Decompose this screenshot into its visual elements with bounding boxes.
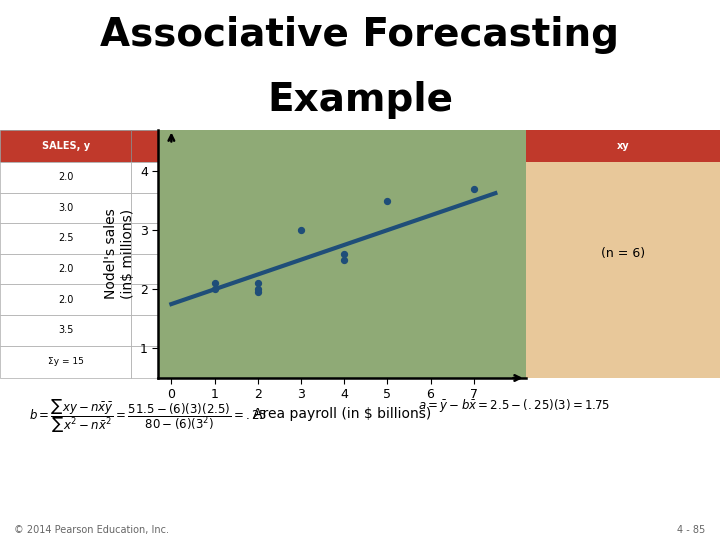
Text: 4 - 85: 4 - 85 — [678, 524, 706, 535]
Text: xy: xy — [616, 141, 629, 151]
FancyBboxPatch shape — [132, 193, 263, 223]
Point — [209, 285, 220, 294]
Text: 1: 1 — [194, 295, 200, 305]
Text: Σx² = 80: Σx² = 80 — [309, 357, 348, 366]
Text: 2.0: 2.0 — [452, 172, 467, 182]
Text: Example: Example — [267, 81, 453, 119]
Text: 9: 9 — [325, 203, 332, 213]
Text: (n = 6): (n = 6) — [600, 247, 645, 260]
Text: $b = \dfrac{\sum xy - n\bar{x}\bar{y}}{\sum x^2 - n\bar{x}^2} = \dfrac{51.5-(6)(: $b = \dfrac{\sum xy - n\bar{x}\bar{y}}{\… — [29, 397, 267, 435]
FancyBboxPatch shape — [263, 162, 395, 193]
Y-axis label: Nodel's sales
(in$ millions): Nodel's sales (in$ millions) — [104, 208, 135, 299]
Point — [295, 226, 307, 234]
FancyBboxPatch shape — [0, 162, 132, 193]
Text: 1: 1 — [325, 172, 332, 182]
FancyBboxPatch shape — [395, 346, 526, 378]
FancyBboxPatch shape — [263, 285, 395, 315]
Text: Σy = 15: Σy = 15 — [48, 357, 84, 366]
FancyBboxPatch shape — [526, 130, 720, 162]
FancyBboxPatch shape — [395, 315, 526, 346]
FancyBboxPatch shape — [0, 285, 132, 315]
Text: 2.0: 2.0 — [452, 295, 467, 305]
FancyBboxPatch shape — [132, 223, 263, 254]
Text: 1: 1 — [194, 172, 200, 182]
FancyBboxPatch shape — [395, 223, 526, 254]
FancyBboxPatch shape — [132, 162, 263, 193]
Text: 10.0: 10.0 — [449, 233, 471, 244]
Text: $a = \bar{y} - b\bar{x} = 2.5 - (.25)(3) = 1.75$: $a = \bar{y} - b\bar{x} = 2.5 - (.25)(3)… — [418, 397, 610, 414]
FancyBboxPatch shape — [526, 130, 720, 378]
Text: PAYROLL, x: PAYROLL, x — [166, 141, 228, 151]
FancyBboxPatch shape — [0, 315, 132, 346]
Point — [252, 285, 264, 294]
FancyBboxPatch shape — [263, 346, 395, 378]
Text: 2.5: 2.5 — [58, 233, 73, 244]
FancyBboxPatch shape — [132, 130, 263, 162]
FancyBboxPatch shape — [395, 254, 526, 285]
X-axis label: Area payroll (in $ billions): Area payroll (in $ billions) — [253, 407, 431, 421]
Text: Σxy = 51.5: Σxy = 51.5 — [435, 357, 485, 366]
Text: 24.5: 24.5 — [449, 326, 471, 335]
Text: 4.0: 4.0 — [452, 264, 467, 274]
FancyBboxPatch shape — [263, 315, 395, 346]
Point — [209, 279, 220, 288]
Text: 2: 2 — [194, 264, 200, 274]
FancyBboxPatch shape — [0, 223, 132, 254]
FancyBboxPatch shape — [132, 315, 263, 346]
Point — [338, 249, 350, 258]
Text: 3: 3 — [194, 203, 200, 213]
Text: © 2014 Pearson Education, Inc.: © 2014 Pearson Education, Inc. — [14, 524, 169, 535]
FancyBboxPatch shape — [395, 193, 526, 223]
Text: 4: 4 — [325, 264, 332, 274]
Text: Associative Forecasting: Associative Forecasting — [101, 16, 619, 54]
FancyBboxPatch shape — [0, 346, 132, 378]
FancyBboxPatch shape — [0, 193, 132, 223]
FancyBboxPatch shape — [263, 193, 395, 223]
Text: 1: 1 — [325, 295, 332, 305]
Text: 2.0: 2.0 — [58, 172, 73, 182]
Point — [468, 185, 480, 193]
Text: SALES, y: SALES, y — [42, 141, 90, 151]
Point — [338, 255, 350, 264]
FancyBboxPatch shape — [395, 130, 526, 162]
Text: 3.5: 3.5 — [58, 326, 73, 335]
Text: x²: x² — [323, 141, 334, 151]
FancyBboxPatch shape — [395, 285, 526, 315]
Text: 16: 16 — [323, 233, 335, 244]
Text: 7: 7 — [194, 326, 200, 335]
Text: 2.0: 2.0 — [58, 264, 73, 274]
FancyBboxPatch shape — [263, 130, 395, 162]
Point — [252, 279, 264, 288]
FancyBboxPatch shape — [132, 285, 263, 315]
FancyBboxPatch shape — [0, 254, 132, 285]
Text: 3.0: 3.0 — [58, 203, 73, 213]
FancyBboxPatch shape — [0, 130, 132, 162]
FancyBboxPatch shape — [132, 346, 263, 378]
Point — [252, 288, 264, 296]
FancyBboxPatch shape — [132, 254, 263, 285]
FancyBboxPatch shape — [263, 223, 395, 254]
Text: 4: 4 — [194, 233, 200, 244]
Text: 2.0: 2.0 — [58, 295, 73, 305]
Text: xy: xy — [454, 141, 467, 151]
Text: 9.0: 9.0 — [452, 203, 467, 213]
FancyBboxPatch shape — [395, 162, 526, 193]
Text: 49: 49 — [323, 326, 335, 335]
Point — [382, 196, 393, 205]
FancyBboxPatch shape — [263, 254, 395, 285]
